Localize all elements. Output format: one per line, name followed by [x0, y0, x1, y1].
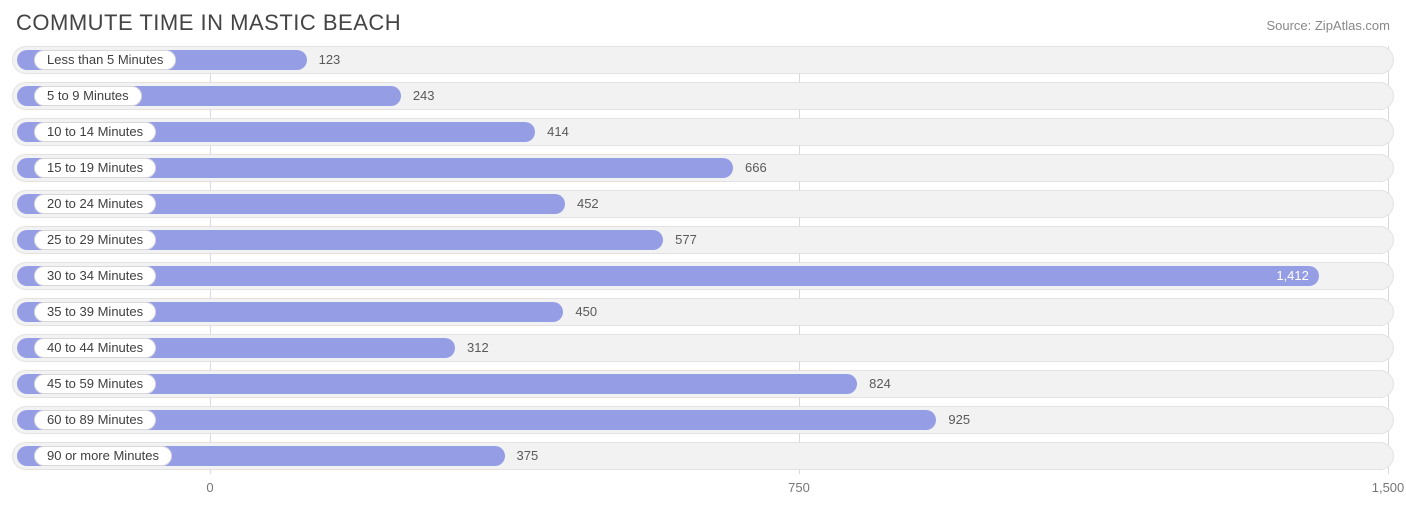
value-label: 1,412	[1259, 262, 1309, 290]
category-label: 40 to 44 Minutes	[34, 338, 156, 358]
bar-row: Less than 5 Minutes 123	[12, 46, 1394, 74]
value-label: 123	[319, 46, 341, 74]
chart-title: COMMUTE TIME IN MASTIC BEACH	[16, 10, 401, 36]
value-label: 452	[577, 190, 599, 218]
x-axis-tick-label: 0	[206, 480, 213, 495]
bar-row: 30 to 34 Minutes 1,412	[12, 262, 1394, 290]
chart-source: Source: ZipAtlas.com	[1266, 18, 1390, 33]
bar-row: 10 to 14 Minutes 414	[12, 118, 1394, 146]
value-label: 666	[745, 154, 767, 182]
value-label: 577	[675, 226, 697, 254]
source-name: ZipAtlas.com	[1315, 18, 1390, 33]
value-label: 243	[413, 82, 435, 110]
category-label: 10 to 14 Minutes	[34, 122, 156, 142]
bar-row: 15 to 19 Minutes 666	[12, 154, 1394, 182]
source-prefix: Source:	[1266, 18, 1314, 33]
category-label: 25 to 29 Minutes	[34, 230, 156, 250]
bar-row: 25 to 29 Minutes 577	[12, 226, 1394, 254]
category-label: 60 to 89 Minutes	[34, 410, 156, 430]
bar-row: 60 to 89 Minutes 925	[12, 406, 1394, 434]
category-label: 90 or more Minutes	[34, 446, 172, 466]
value-label: 824	[869, 370, 891, 398]
value-label: 312	[467, 334, 489, 362]
value-label: 450	[575, 298, 597, 326]
category-label: 15 to 19 Minutes	[34, 158, 156, 178]
value-label: 414	[547, 118, 569, 146]
bar-row: 35 to 39 Minutes 450	[12, 298, 1394, 326]
category-label: 5 to 9 Minutes	[34, 86, 142, 106]
category-label: 45 to 59 Minutes	[34, 374, 156, 394]
x-axis: 07501,500	[12, 478, 1394, 502]
category-label: 35 to 39 Minutes	[34, 302, 156, 322]
category-label: Less than 5 Minutes	[34, 50, 176, 70]
chart-header: COMMUTE TIME IN MASTIC BEACH Source: Zip…	[12, 10, 1394, 46]
x-axis-tick-label: 1,500	[1372, 480, 1405, 495]
chart-rows: Less than 5 Minutes 123 5 to 9 Minutes 243 1…	[12, 46, 1394, 470]
bar-row: 40 to 44 Minutes 312	[12, 334, 1394, 362]
value-label: 925	[948, 406, 970, 434]
bar-row: 20 to 24 Minutes 452	[12, 190, 1394, 218]
category-label: 20 to 24 Minutes	[34, 194, 156, 214]
bar-row: 90 or more Minutes 375	[12, 442, 1394, 470]
value-label: 375	[517, 442, 539, 470]
bar	[17, 266, 1319, 286]
chart-area: Less than 5 Minutes 123 5 to 9 Minutes 243 1…	[12, 46, 1394, 502]
category-label: 30 to 34 Minutes	[34, 266, 156, 286]
x-axis-tick-label: 750	[788, 480, 810, 495]
bar-row: 5 to 9 Minutes 243	[12, 82, 1394, 110]
bar-row: 45 to 59 Minutes 824	[12, 370, 1394, 398]
